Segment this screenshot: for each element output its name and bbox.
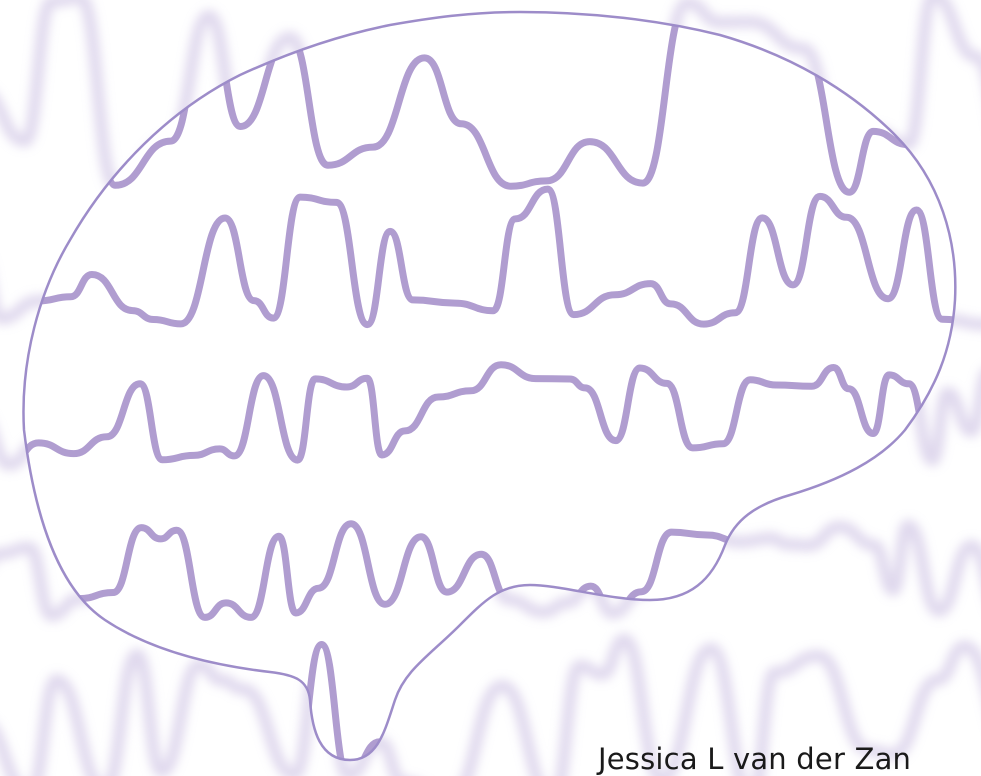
author-name: Jessica L van der Zan bbox=[598, 742, 912, 776]
brain-fill bbox=[23, 12, 956, 760]
eeg-wave-3 bbox=[23, 361, 956, 469]
background-wave-5 bbox=[0, 633, 981, 776]
eeg-wave-1 bbox=[23, 12, 956, 196]
eeg-wave-2 bbox=[23, 185, 956, 329]
brain-outline-icon bbox=[22, 10, 957, 762]
